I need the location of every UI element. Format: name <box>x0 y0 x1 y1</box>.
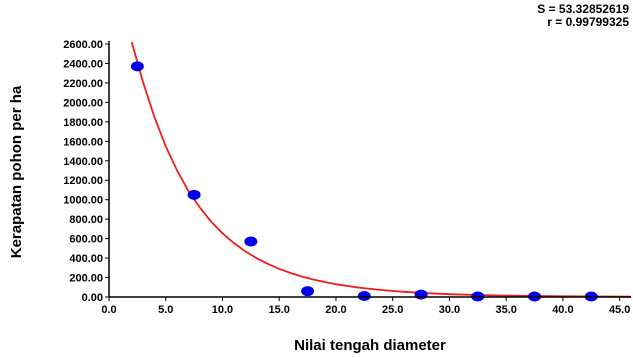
y-tick-label: 400.00 <box>69 253 103 265</box>
data-point <box>244 236 258 247</box>
x-tick-label: 5.0 <box>158 304 173 316</box>
data-point <box>130 61 144 72</box>
y-tick-label: 2400.00 <box>63 58 103 70</box>
x-tick-label: 0.0 <box>101 304 116 316</box>
y-tick-label: 2600.00 <box>63 39 103 51</box>
y-tick-label: 200.00 <box>69 273 103 285</box>
fit-statistics: S = 53.32852619 r = 0.99799325 <box>537 3 629 29</box>
x-tick-label: 25.0 <box>382 304 403 316</box>
x-tick-label: 20.0 <box>325 304 346 316</box>
y-tick-label: 1200.00 <box>63 175 103 187</box>
x-tick-label: 15.0 <box>269 304 290 316</box>
y-tick-label: 1000.00 <box>63 195 103 207</box>
x-axis-title: Nilai tengah diameter <box>294 337 446 354</box>
data-point <box>414 289 428 300</box>
tick-labels: 0.00 200.00 400.00 600.00 800.00 1000.00 1200.… <box>63 39 630 316</box>
y-axis-title: Kerapatan pohon per ha <box>8 85 25 258</box>
y-tick-label: 1800.00 <box>63 117 103 129</box>
y-tick-label: 1600.00 <box>63 136 103 148</box>
axes <box>105 41 631 301</box>
data-point <box>187 189 201 200</box>
y-tick-label: 2000.00 <box>63 97 103 109</box>
y-tick-label: 1400.00 <box>63 156 103 168</box>
x-tick-label: 40.0 <box>552 304 573 316</box>
data-points-layer <box>130 61 598 302</box>
x-tick-label: 10.0 <box>212 304 233 316</box>
data-point <box>301 286 315 297</box>
y-tick-label: 600.00 <box>69 234 103 246</box>
correlation-text: r = 0.99799325 <box>547 15 629 29</box>
x-tick-label: 45.0 <box>609 304 630 316</box>
x-tick-label: 30.0 <box>439 304 460 316</box>
fit-curve-layer <box>130 41 632 298</box>
standard-error-text: S = 53.32852619 <box>537 2 629 16</box>
x-tick-label: 35.0 <box>495 304 516 316</box>
data-point <box>357 291 371 302</box>
fit-curve-line <box>130 41 632 298</box>
y-tick-label: 800.00 <box>69 214 103 226</box>
y-tick-label: 0.00 <box>82 292 103 304</box>
y-tick-label: 2200.00 <box>63 78 103 90</box>
